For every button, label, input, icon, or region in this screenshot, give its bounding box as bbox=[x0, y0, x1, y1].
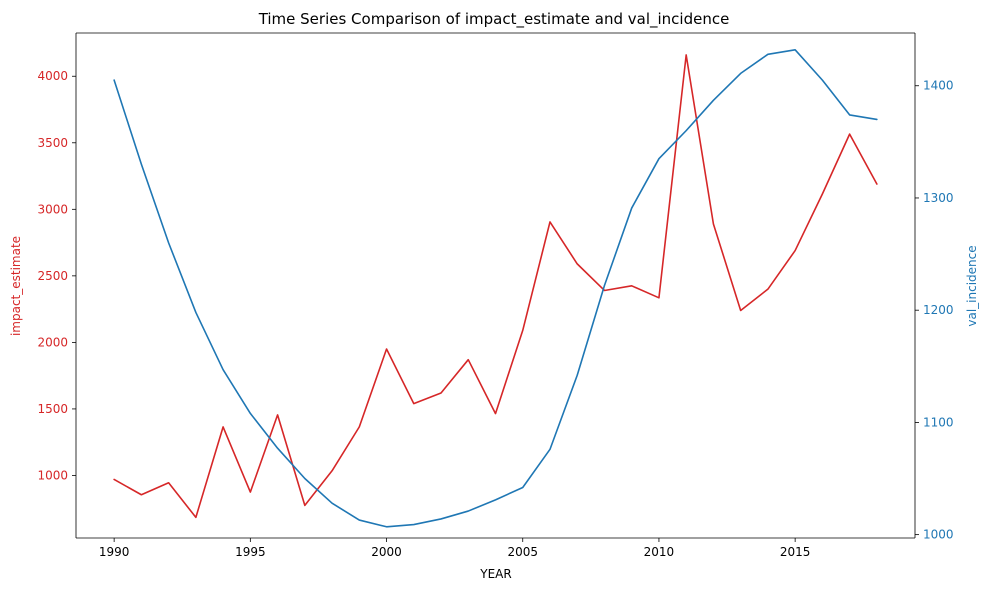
y-left-tick-label: 3500 bbox=[37, 136, 68, 150]
y-left-tick-label: 1500 bbox=[37, 402, 68, 416]
y-right-tick-label: 1200 bbox=[923, 303, 954, 317]
x-tick-label: 2000 bbox=[371, 545, 402, 559]
y-right-tick-label: 1000 bbox=[923, 528, 954, 542]
series-line-left bbox=[113, 54, 878, 519]
y-left-tick-label: 4000 bbox=[37, 69, 68, 83]
y-left-tick-label: 1000 bbox=[37, 468, 68, 482]
y-right-tick-label: 1300 bbox=[923, 191, 954, 205]
x-tick-label: 2005 bbox=[507, 545, 538, 559]
y-right-tick-label: 1400 bbox=[923, 79, 954, 93]
series-line-right bbox=[113, 49, 878, 528]
axes: 1990 1995 2000 2005 2010 2015 1000 1500 2000 2500… bbox=[37, 32, 954, 559]
plot-area bbox=[113, 49, 878, 528]
x-tick-label: 2015 bbox=[780, 545, 811, 559]
y-left-tick-label: 2500 bbox=[37, 269, 68, 283]
x-tick-label: 2010 bbox=[644, 545, 675, 559]
x-tick-label: 1990 bbox=[99, 545, 130, 559]
y-left-tick-label: 3000 bbox=[37, 202, 68, 216]
y-axis-right-label: val_incidence bbox=[965, 245, 979, 326]
y-axis-left-label: impact_estimate bbox=[9, 236, 23, 336]
y-right-tick-label: 1100 bbox=[923, 415, 954, 429]
x-tick-label: 1995 bbox=[235, 545, 266, 559]
chart-title: Time Series Comparison of impact_estimat… bbox=[258, 10, 730, 29]
y-left-tick-label: 2000 bbox=[37, 335, 68, 349]
x-axis-label: YEAR bbox=[479, 567, 511, 581]
